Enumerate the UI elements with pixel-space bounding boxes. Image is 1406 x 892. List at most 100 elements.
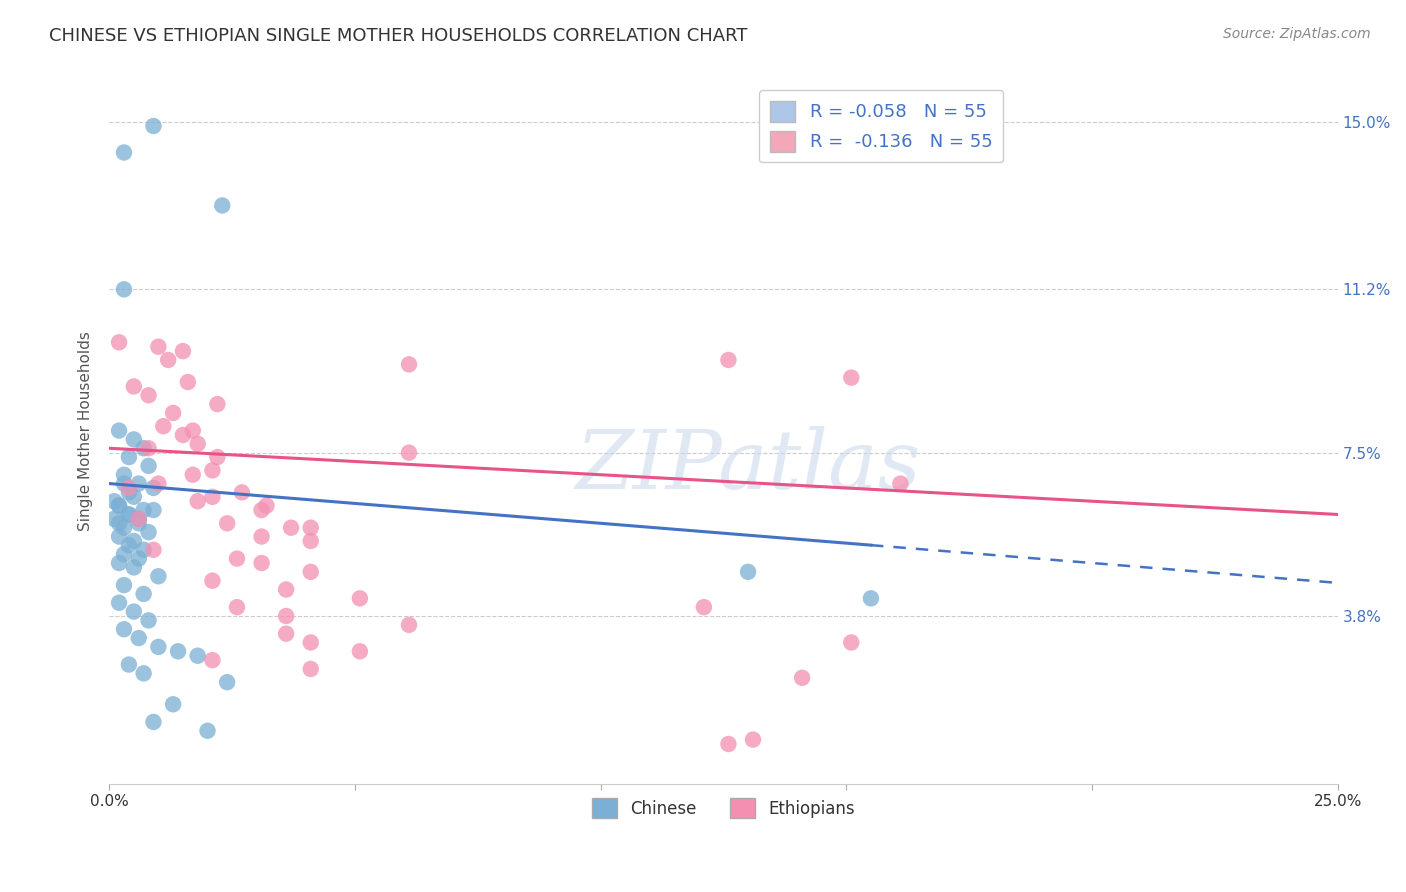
Point [148,476,170,491]
Point [112,521,135,535]
Point [118,481,141,495]
Point [122,605,145,619]
Point [142,119,165,133]
Point [256,499,278,513]
Point [108,335,131,350]
Point [187,648,209,663]
Point [132,442,155,456]
Point [217,675,239,690]
Point [128,476,150,491]
Point [148,340,170,354]
Point [142,503,165,517]
Point [103,494,125,508]
Point [118,485,141,500]
Point [112,282,135,296]
Point [132,666,155,681]
Point [122,433,145,447]
Point [157,353,180,368]
Point [226,600,249,615]
Point [103,512,125,526]
Point [231,485,253,500]
Point [162,406,184,420]
Point [152,419,174,434]
Point [172,428,194,442]
Point [201,653,224,667]
Point [108,529,131,543]
Point [181,424,204,438]
Point [118,538,141,552]
Point [138,525,160,540]
Point [398,445,420,459]
Point [112,622,135,636]
Point [118,508,141,522]
Point [142,714,165,729]
Point [132,542,155,557]
Point [187,494,209,508]
Point [142,542,165,557]
Point [197,723,219,738]
Point [138,614,160,628]
Point [112,578,135,592]
Point [299,662,322,676]
Legend: Chinese, Ethiopians: Chinese, Ethiopians [585,791,862,825]
Point [118,657,141,672]
Point [172,344,194,359]
Point [250,556,273,570]
Point [201,463,224,477]
Point [167,644,190,658]
Point [398,357,420,371]
Point [299,635,322,649]
Text: CHINESE VS ETHIOPIAN SINGLE MOTHER HOUSEHOLDS CORRELATION CHART: CHINESE VS ETHIOPIAN SINGLE MOTHER HOUSE… [49,27,748,45]
Point [122,560,145,574]
Point [276,582,298,597]
Point [112,476,135,491]
Point [839,370,862,384]
Point [398,617,420,632]
Point [859,591,882,606]
Point [276,609,298,624]
Point [108,596,131,610]
Point [148,569,170,583]
Point [118,508,141,522]
Point [250,503,273,517]
Point [717,353,740,368]
Point [299,565,322,579]
Point [211,198,233,212]
Point [138,388,160,402]
Point [122,490,145,504]
Point [122,379,145,393]
Point [138,442,160,456]
Point [112,145,135,160]
Point [138,458,160,473]
Point [112,547,135,561]
Point [108,499,131,513]
Point [128,516,150,531]
Y-axis label: Single Mother Households: Single Mother Households [79,331,93,531]
Point [108,556,131,570]
Point [108,424,131,438]
Point [280,521,302,535]
Point [717,737,740,751]
Point [108,499,131,513]
Text: Source: ZipAtlas.com: Source: ZipAtlas.com [1223,27,1371,41]
Point [122,533,145,548]
Point [128,631,150,645]
Point [181,467,204,482]
Point [349,591,371,606]
Point [132,503,155,517]
Point [177,375,200,389]
Point [162,698,184,712]
Point [108,516,131,531]
Point [839,635,862,649]
Point [349,644,371,658]
Point [118,450,141,464]
Point [132,587,155,601]
Point [737,565,759,579]
Point [217,516,239,531]
Point [128,551,150,566]
Point [250,529,273,543]
Point [207,397,229,411]
Point [693,600,716,615]
Point [128,512,150,526]
Point [148,640,170,654]
